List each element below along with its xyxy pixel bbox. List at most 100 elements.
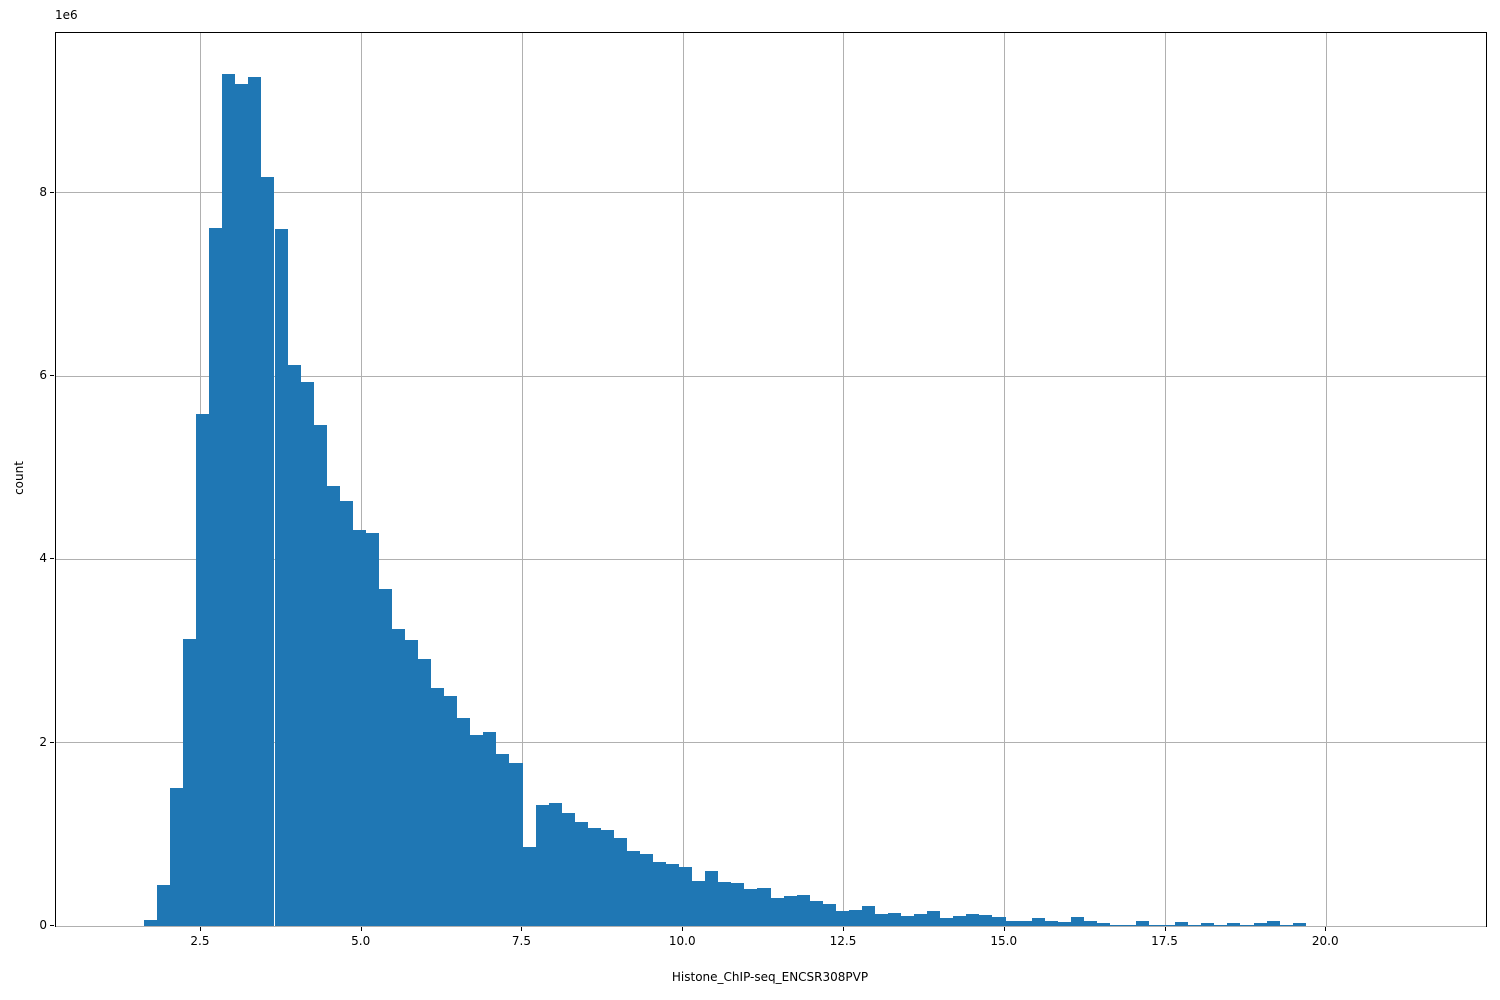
histogram-bar [1057,922,1071,926]
histogram-bar [143,919,157,926]
histogram-bar [496,753,510,926]
y-axis-label: count [12,461,26,495]
x-axis-label: Histone_ChIP-seq_ENCSR308PVP [671,970,869,984]
histogram-bar [666,863,680,926]
x-tick-mark [199,927,201,931]
y-tick-label: 2 [39,734,47,749]
y-gridline [56,558,1486,560]
histogram-bar [326,486,340,926]
histogram-bar [966,914,980,926]
histogram-bar [1162,924,1176,926]
y-gridline [56,742,1486,744]
histogram-bar [522,847,536,926]
histogram-bar [352,530,366,926]
y-gridline [56,375,1486,377]
x-tick-mark [842,927,844,931]
histogram-bar [953,915,967,926]
x-tick-label: 7.5 [511,934,531,948]
histogram-bar [848,909,862,926]
histogram-bar [770,897,784,926]
histogram-bar [274,228,288,926]
histogram-bar [1083,921,1097,926]
y-tick-mark [50,191,54,193]
x-tick-label: 10.0 [668,934,696,948]
y-tick-mark [50,925,54,926]
histogram-bar [339,500,353,926]
histogram-bar [1044,921,1058,926]
histogram-bar [640,853,654,926]
histogram-bar [927,911,941,926]
histogram-bar [300,381,314,926]
y-gridline [56,925,1486,927]
histogram-bar [626,850,640,926]
x-tick-mark [521,927,523,931]
histogram-bar [235,83,249,926]
histogram-bar [1109,925,1123,926]
histogram-bar [365,532,379,926]
histogram-bar [1031,917,1045,926]
histogram-bar [600,829,614,926]
histogram-bar [744,889,758,926]
x-tick-label: 12.5 [829,934,857,948]
histogram-bar [209,227,223,926]
histogram-bar [431,687,445,926]
x-gridline [843,33,845,926]
histogram-bar [692,881,706,926]
histogram-bar [418,659,432,926]
histogram-bar [261,176,275,926]
histogram-bar [457,718,471,926]
histogram-bar [1279,925,1293,926]
y-tick-label: 6 [39,368,47,383]
histogram-bar [287,365,301,926]
histogram-bar [809,901,823,926]
plot-area [55,32,1487,927]
x-tick-mark [1003,927,1005,931]
y-tick-label: 4 [39,551,47,566]
y-tick-mark [50,741,54,743]
histogram-bar [874,914,889,926]
histogram-bar [248,76,262,926]
x-tick-label: 15.0 [990,934,1018,948]
histogram-bar [861,905,875,926]
x-tick-mark [682,927,684,931]
histogram-bar [1214,925,1228,926]
x-gridline [521,33,523,926]
x-tick-label: 2.5 [190,934,210,948]
histogram-bar [509,762,523,926]
histogram-bar [470,734,484,926]
histogram-bar [979,915,993,926]
histogram-bar [1292,922,1306,926]
x-gridline [361,33,363,926]
histogram-bar [1070,917,1084,926]
histogram-bar [835,911,849,926]
histogram-bar [391,629,406,926]
histogram-bar [535,805,549,926]
histogram-bar [940,917,954,926]
histogram-bar [1096,922,1110,926]
histogram-bar [587,827,601,926]
histogram-bar [1005,920,1019,926]
histogram-bar [1123,925,1137,926]
y-axis-offset-text: 1e6 [55,8,78,22]
histogram-bar [653,861,667,926]
histogram-bar [901,915,915,926]
histogram-bar [783,895,797,926]
histogram-bar [444,696,458,926]
histogram-bar [1175,921,1189,926]
histogram-bar [170,787,184,926]
x-tick-label: 5.0 [351,934,371,948]
histogram-bar [1266,921,1280,926]
x-gridline [682,33,684,926]
histogram-bar [822,904,836,926]
histogram-bar [378,588,392,926]
histogram-bar [548,803,562,926]
histogram-bar [183,639,197,926]
y-gridline [56,192,1486,194]
histogram-bar [561,813,575,926]
histogram-bar [313,424,327,926]
x-gridline [1165,33,1166,926]
histogram-bar [405,640,419,926]
histogram-bar [992,916,1006,926]
histogram-bar [796,895,810,926]
histogram-bar [914,914,928,926]
